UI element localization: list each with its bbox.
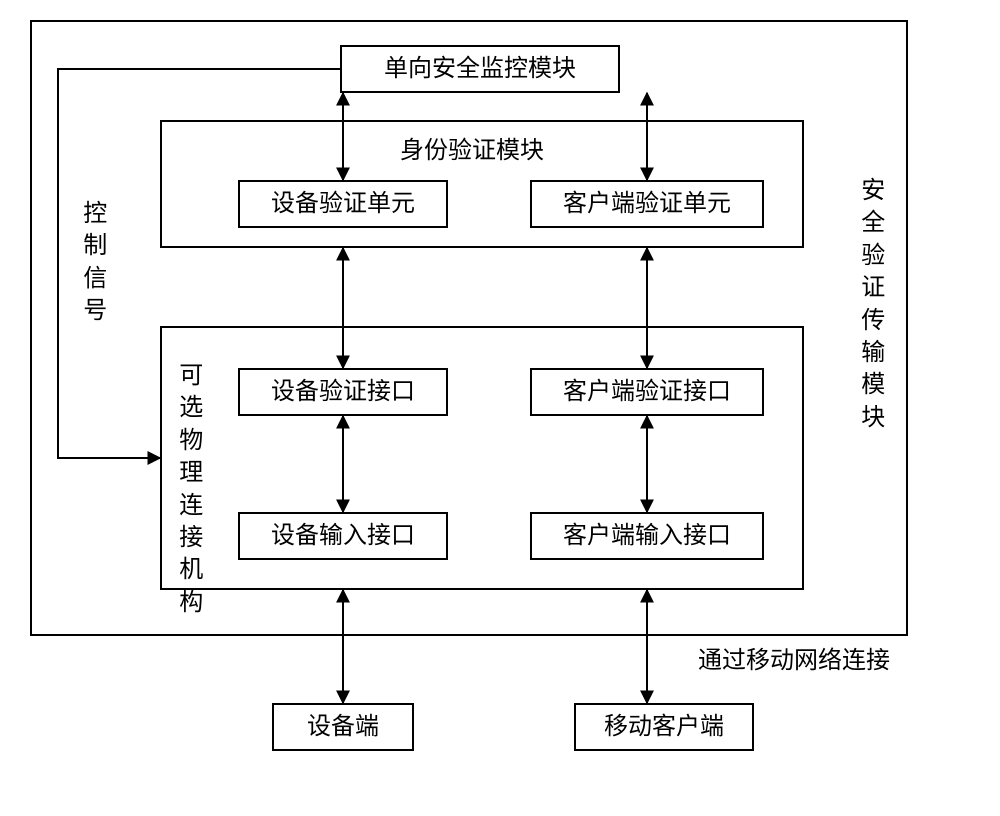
arrows-layer xyxy=(0,0,1000,816)
diagram-canvas: 身份验证模块 单向安全监控模块 设备验证单元 客户端验证单元 设备验证接口 客户… xyxy=(0,0,1000,816)
